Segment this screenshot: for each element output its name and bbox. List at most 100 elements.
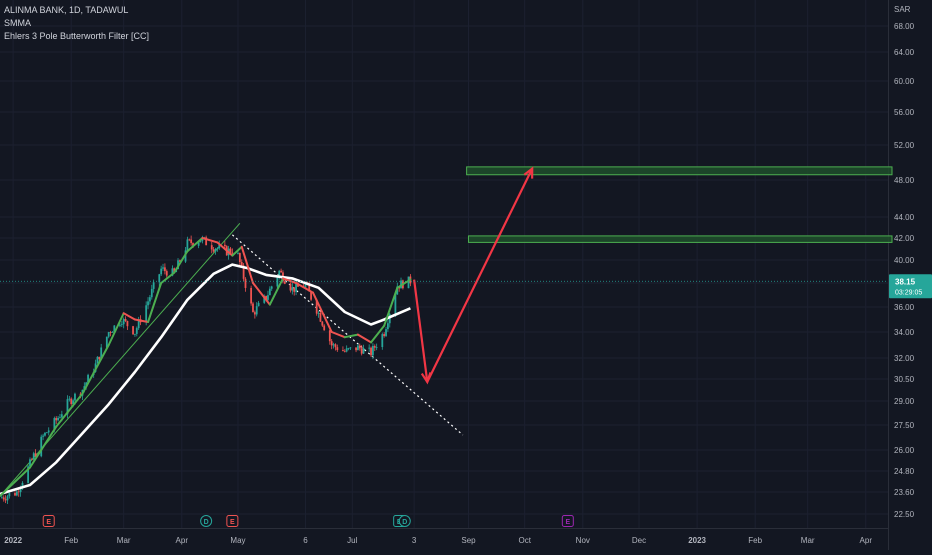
- candle-body: [267, 295, 269, 300]
- price-tick-label: 24.80: [894, 467, 915, 476]
- candle-body: [375, 347, 378, 348]
- candle-body: [113, 325, 116, 332]
- candle-body: [137, 319, 140, 329]
- candle-body: [237, 253, 239, 254]
- candle-body: [98, 356, 101, 360]
- candle-body: [150, 288, 153, 298]
- time-tick-label: 3: [412, 536, 417, 545]
- price-tick-label: 56.00: [894, 108, 915, 117]
- candle-body: [362, 347, 365, 354]
- candle-body: [126, 321, 129, 327]
- time-tick-label: Feb: [748, 536, 762, 545]
- smma-line: [0, 263, 411, 496]
- candle-body: [265, 295, 268, 300]
- price-tick-label: 64.00: [894, 48, 915, 57]
- candle-body: [321, 321, 324, 326]
- candle-body: [100, 347, 103, 360]
- price-tick-label: 23.60: [894, 488, 915, 497]
- candle-body: [124, 318, 127, 322]
- candle-body: [149, 297, 151, 302]
- candle-body: [19, 487, 22, 493]
- candle-body: [252, 303, 254, 313]
- event-marker-letter: E: [46, 519, 51, 526]
- candle-body: [147, 301, 149, 306]
- butterworth-segment: [251, 282, 271, 306]
- candle-body: [29, 459, 31, 467]
- candle-body: [240, 262, 243, 266]
- candle-body: [132, 326, 134, 335]
- candle-body: [199, 240, 202, 243]
- legend-smma[interactable]: SMMA: [4, 18, 31, 28]
- candle-body: [244, 278, 247, 288]
- butterworth-segment: [122, 312, 136, 321]
- candle-body: [85, 382, 88, 387]
- currency-label: SAR: [894, 5, 911, 14]
- butterworth-segment: [295, 282, 314, 294]
- candle-body: [205, 237, 208, 246]
- chart-legend: ALINMA BANK, 1D, TADAWUL SMMA Ehlers 3 P…: [4, 4, 149, 43]
- candle-body: [394, 294, 397, 315]
- candle-body: [53, 418, 56, 431]
- price-tick-label: 34.00: [894, 328, 915, 337]
- candle-body: [372, 346, 374, 356]
- candle-body: [160, 268, 163, 275]
- candle-body: [358, 345, 361, 349]
- candle-body: [0, 497, 3, 499]
- candle-body: [152, 282, 155, 289]
- candle-body: [74, 393, 76, 401]
- price-tick-label: 40.00: [894, 256, 915, 265]
- candle-body: [68, 398, 71, 400]
- event-marker-letter: E: [230, 519, 235, 526]
- candle-body: [223, 244, 226, 247]
- candle-body: [192, 243, 194, 246]
- butterworth-segment: [370, 324, 386, 344]
- candle-body: [105, 336, 108, 348]
- butterworth-segment: [133, 318, 150, 323]
- candle-body: [8, 493, 11, 497]
- candle-body: [111, 331, 114, 333]
- butterworth-segment: [201, 237, 219, 244]
- candle-body: [4, 499, 7, 501]
- candle-body: [72, 400, 74, 405]
- time-tick-label: Mar: [117, 536, 131, 545]
- candle-body: [210, 245, 213, 250]
- price-tick-label: 22.50: [894, 510, 915, 519]
- price-tick-label: 42.00: [894, 234, 915, 243]
- candle-body: [83, 386, 86, 390]
- candle-body: [330, 341, 333, 346]
- candle-body: [315, 299, 318, 314]
- candle-body: [345, 348, 348, 352]
- candle-body: [34, 453, 37, 457]
- candle-body: [360, 348, 363, 354]
- candle-body: [308, 284, 311, 292]
- candle-body: [190, 239, 193, 244]
- candle-body: [328, 330, 331, 342]
- candle-body: [188, 239, 191, 241]
- price-tick-label: 26.00: [894, 446, 915, 455]
- candle-body: [60, 414, 63, 418]
- candle-body: [30, 459, 33, 461]
- candle-body: [250, 287, 253, 304]
- butterworth-segment: [186, 237, 204, 253]
- time-tick-label: Mar: [801, 536, 815, 545]
- butterworth-segment: [268, 277, 284, 306]
- event-marker-letter: E: [565, 519, 570, 526]
- price-tick-label: 29.00: [894, 397, 915, 406]
- projection-arrowhead-down: [420, 372, 432, 385]
- candle-body: [278, 270, 281, 277]
- dividend-marker: [398, 515, 411, 527]
- candle-body: [242, 265, 245, 279]
- candle-body: [45, 432, 48, 434]
- price-tick-label: 60.00: [894, 77, 915, 86]
- candle-body: [109, 332, 112, 333]
- resistance-zone-1: [466, 166, 893, 176]
- candle-body: [388, 314, 391, 324]
- dividend-marker: [200, 515, 213, 527]
- symbol-title[interactable]: ALINMA BANK, 1D, TADAWUL: [4, 5, 129, 15]
- legend-butterworth[interactable]: Ehlers 3 Pole Butterworth Filter [CC]: [4, 31, 150, 41]
- candle-body: [355, 347, 357, 351]
- candle-body: [280, 270, 282, 273]
- candle-body: [55, 418, 58, 421]
